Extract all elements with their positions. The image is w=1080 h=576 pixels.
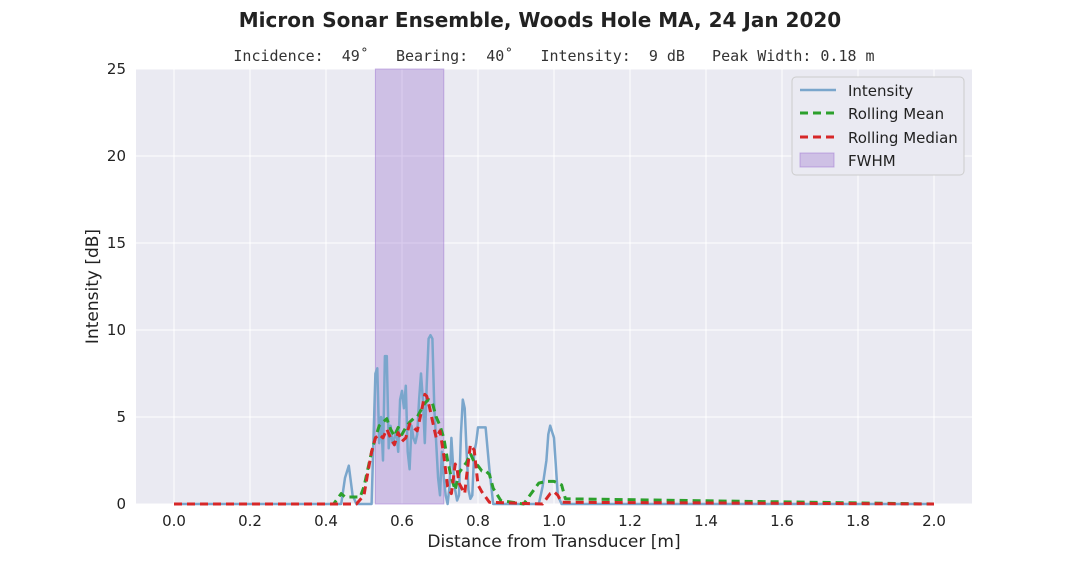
y-tick-label: 15: [107, 234, 126, 252]
x-tick-label: 1.0: [542, 512, 566, 530]
x-tick-label: 0.6: [390, 512, 414, 530]
series-layer: [174, 333, 935, 506]
series-intensity: [174, 333, 934, 506]
y-tick-label: 0: [116, 495, 126, 513]
x-tick-label: 0.0: [162, 512, 186, 530]
legend-box: [791, 76, 965, 176]
fwhm-band: [374, 68, 445, 505]
x-tick-label: 1.2: [618, 512, 642, 530]
chart-subtitle: Incidence: 49˚ Bearing: 40˚ Intensity: 9…: [233, 47, 875, 65]
legend-label-intensity: Intensity: [848, 82, 913, 100]
x-tick-label: 1.8: [846, 512, 870, 530]
y-tick-label: 10: [107, 321, 126, 339]
x-tick-label: 0.4: [314, 512, 338, 530]
y-tick-label: 25: [107, 60, 126, 78]
y-tick-label: 20: [107, 147, 126, 165]
x-tick-label: 0.8: [466, 512, 490, 530]
legend: Intensity Rolling Mean Rolling Median FW…: [791, 76, 965, 176]
chart-title: Micron Sonar Ensemble, Woods Hole MA, 24…: [238, 8, 842, 32]
x-tick-label: 1.4: [694, 512, 718, 530]
series-rolling-median: [174, 392, 935, 506]
y-tick-label: 5: [116, 408, 126, 426]
legend-label-rolling-mean: Rolling Mean: [848, 105, 944, 123]
x-tick-label: 2.0: [922, 512, 946, 530]
legend-swatch-fwhm: [799, 152, 835, 168]
x-tick-label: 1.6: [770, 512, 794, 530]
x-axis-label: Distance from Transducer [m]: [427, 532, 680, 552]
legend-label-rolling-median: Rolling Median: [848, 129, 958, 147]
tick-labels: 0.0 0.2 0.4 0.6 0.8 1.0 1.2 1.4 1.6 1.8 2.0 0 5 10 15 2…: [107, 60, 946, 530]
y-axis-label: Intensity [dB]: [83, 229, 103, 344]
x-tick-label: 0.2: [238, 512, 262, 530]
legend-label-fwhm: FWHM: [848, 152, 896, 170]
